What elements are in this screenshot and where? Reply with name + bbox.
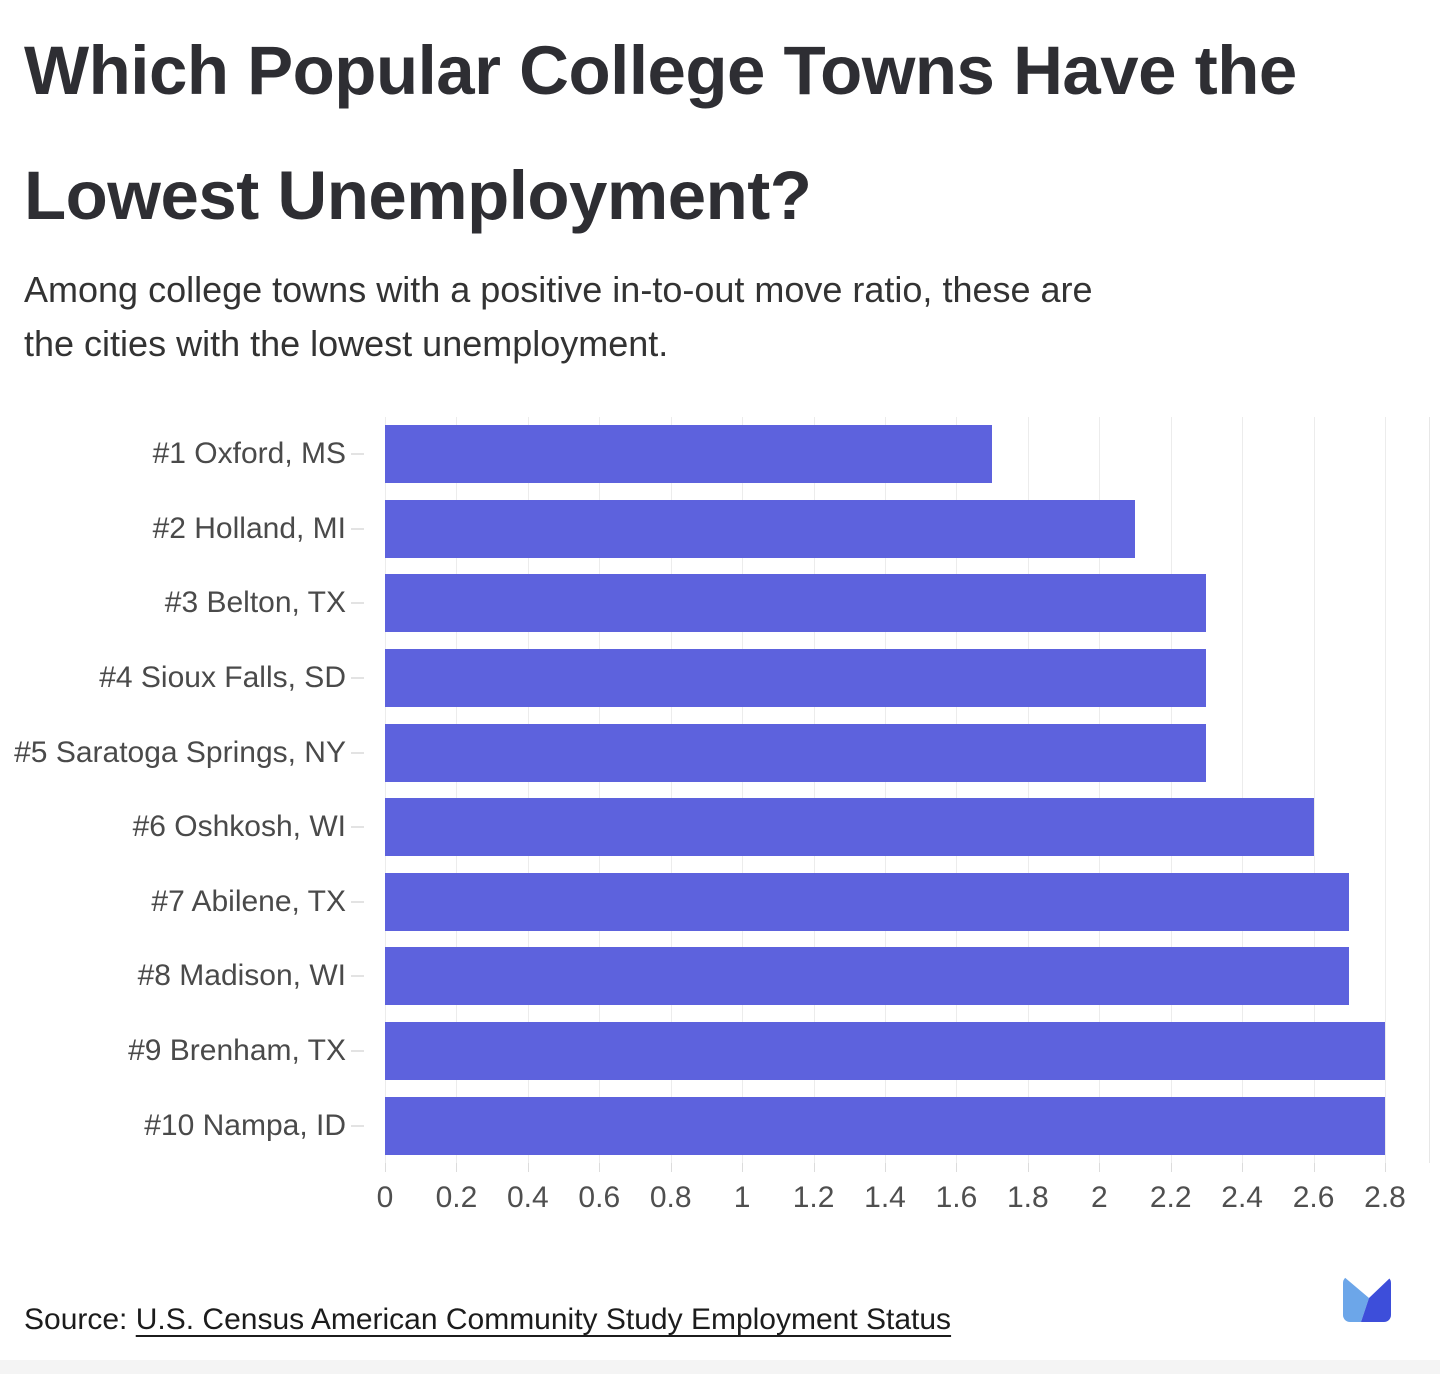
x-axis-tick xyxy=(813,1163,815,1172)
x-axis-tick xyxy=(456,1163,458,1172)
x-axis-tick-label: 0.6 xyxy=(578,1181,621,1214)
y-axis-tick xyxy=(351,826,364,829)
x-axis-tick xyxy=(742,1163,744,1172)
x-axis-tick-label: 2.4 xyxy=(1221,1181,1263,1214)
y-axis-tick xyxy=(351,1050,364,1053)
brand-logo-left-shape xyxy=(1343,1276,1369,1322)
x-axis-tick xyxy=(1099,1163,1101,1172)
chart-row: #9 Brenham, TX xyxy=(0,1014,1440,1089)
x-axis-tick-label: 0.4 xyxy=(506,1181,549,1214)
x-axis-tick-label: 1.8 xyxy=(1006,1181,1049,1214)
bar-rank-7 xyxy=(385,872,1350,931)
bottom-strip xyxy=(0,1360,1440,1374)
x-axis-tick-label: 1.4 xyxy=(864,1181,906,1214)
x-axis-tick xyxy=(1313,1163,1315,1172)
x-axis-tick xyxy=(670,1163,672,1172)
x-axis-tick-label: 1 xyxy=(733,1181,751,1214)
source-prefix: Source: xyxy=(24,1303,136,1336)
bar-track xyxy=(385,947,1430,1006)
page-subtitle: Among college towns with a positive in-t… xyxy=(24,263,1093,371)
bar-rank-2 xyxy=(385,499,1135,558)
chart-row: #5 Saratoga Springs, NY xyxy=(0,715,1440,790)
x-axis-tick-label: 0.2 xyxy=(435,1181,478,1214)
chart-row: #3 Belton, TX xyxy=(0,566,1440,641)
y-axis-tick xyxy=(351,900,364,903)
bar-rank-8 xyxy=(385,947,1350,1006)
x-axis-tick xyxy=(956,1163,958,1172)
x-axis-tick xyxy=(1385,1163,1386,1172)
bar-track xyxy=(385,649,1430,708)
category-label: #10 Nampa, ID xyxy=(144,1108,346,1142)
chart-row: #6 Oshkosh, WI xyxy=(0,790,1440,865)
x-axis-tick-label: 0.8 xyxy=(649,1181,692,1214)
category-label: #1 Oxford, MS xyxy=(152,437,346,471)
chart-row: #7 Abilene, TX xyxy=(0,865,1440,940)
category-label: #3 Belton, TX xyxy=(164,586,346,620)
x-axis-tick-label: 1.2 xyxy=(792,1181,835,1214)
x-axis-tick xyxy=(885,1163,886,1172)
bar-track xyxy=(385,1096,1430,1155)
category-label: #5 Saratoga Springs, NY xyxy=(14,735,346,769)
x-axis-tick xyxy=(1242,1163,1244,1172)
page-subtitle-line-2: the cities with the lowest unemployment. xyxy=(24,323,669,364)
x-axis-tick xyxy=(599,1163,601,1172)
page-subtitle-line-1: Among college towns with a positive in-t… xyxy=(24,269,1093,310)
page-title-line-1: Which Popular College Towns Have the xyxy=(24,32,1297,109)
category-label: #9 Brenham, TX xyxy=(128,1034,346,1068)
chart-row: #2 Holland, MI xyxy=(0,492,1440,567)
bar-track xyxy=(385,798,1430,857)
bar-rank-4 xyxy=(385,649,1207,708)
bar-rank-6 xyxy=(385,798,1314,857)
brand-logo-icon xyxy=(1343,1276,1391,1322)
category-label: #6 Oshkosh, WI xyxy=(132,810,346,844)
y-axis-tick xyxy=(351,677,364,680)
chart-row: #1 Oxford, MS xyxy=(0,417,1440,492)
x-axis-tick-label: 2.8 xyxy=(1364,1181,1406,1214)
x-axis-tick-label: 1.6 xyxy=(935,1181,978,1214)
bar-track xyxy=(385,723,1430,782)
x-axis-tick-label: 0 xyxy=(376,1181,394,1214)
category-label: #4 Sioux Falls, SD xyxy=(99,661,346,695)
category-label: #7 Abilene, TX xyxy=(151,884,346,918)
chart-row: #10 Nampa, ID xyxy=(0,1088,1440,1163)
bar-rank-5 xyxy=(385,723,1207,782)
source-line: Source: U.S. Census American Community S… xyxy=(24,1303,951,1337)
x-axis: 0 0.2 0.4 0.6 0.8 1 1.2 1.4 1.6 1.8 2 2.2 2.4 2.6 2.8 xyxy=(0,1163,1440,1233)
bar-track xyxy=(385,872,1430,931)
x-axis-tick-label: 2.6 xyxy=(1292,1181,1335,1214)
x-axis-tick xyxy=(527,1163,529,1172)
bar-rank-10 xyxy=(385,1096,1385,1155)
bar-track xyxy=(385,425,1430,484)
y-axis-tick xyxy=(351,751,364,754)
y-axis-tick xyxy=(351,975,364,978)
x-axis-tick xyxy=(1027,1163,1029,1172)
chart-row: #8 Madison, WI xyxy=(0,939,1440,1014)
x-axis-tick-label: 2 xyxy=(1090,1181,1108,1214)
y-axis-tick xyxy=(351,527,364,530)
source-link[interactable]: U.S. Census American Community Study Emp… xyxy=(135,1303,952,1336)
bar-track xyxy=(385,1022,1430,1081)
bar-track xyxy=(385,574,1430,633)
chart-rows: #1 Oxford, MS #2 Holland, MI #3 Belton, TX… xyxy=(0,417,1440,1163)
x-axis-tick xyxy=(385,1163,386,1172)
bar-rank-3 xyxy=(385,574,1207,633)
page-title: Which Popular College Towns Have the Low… xyxy=(24,8,1297,258)
y-axis-tick xyxy=(351,453,364,456)
bar-rank-9 xyxy=(385,1022,1385,1081)
y-axis-tick xyxy=(351,1124,364,1127)
bar-track xyxy=(385,499,1430,558)
x-axis-tick-label: 2.2 xyxy=(1149,1181,1192,1214)
category-label: #8 Madison, WI xyxy=(137,959,346,993)
bar-rank-1 xyxy=(385,425,993,484)
y-axis-tick xyxy=(351,602,364,605)
category-label: #2 Holland, MI xyxy=(152,511,346,545)
page-title-line-2: Lowest Unemployment? xyxy=(24,157,812,234)
x-axis-tick xyxy=(1170,1163,1172,1172)
brand-logo-right-shape xyxy=(1361,1277,1391,1322)
chart-row: #4 Sioux Falls, SD xyxy=(0,641,1440,716)
bar-chart: #1 Oxford, MS #2 Holland, MI #3 Belton, TX… xyxy=(0,417,1440,1163)
